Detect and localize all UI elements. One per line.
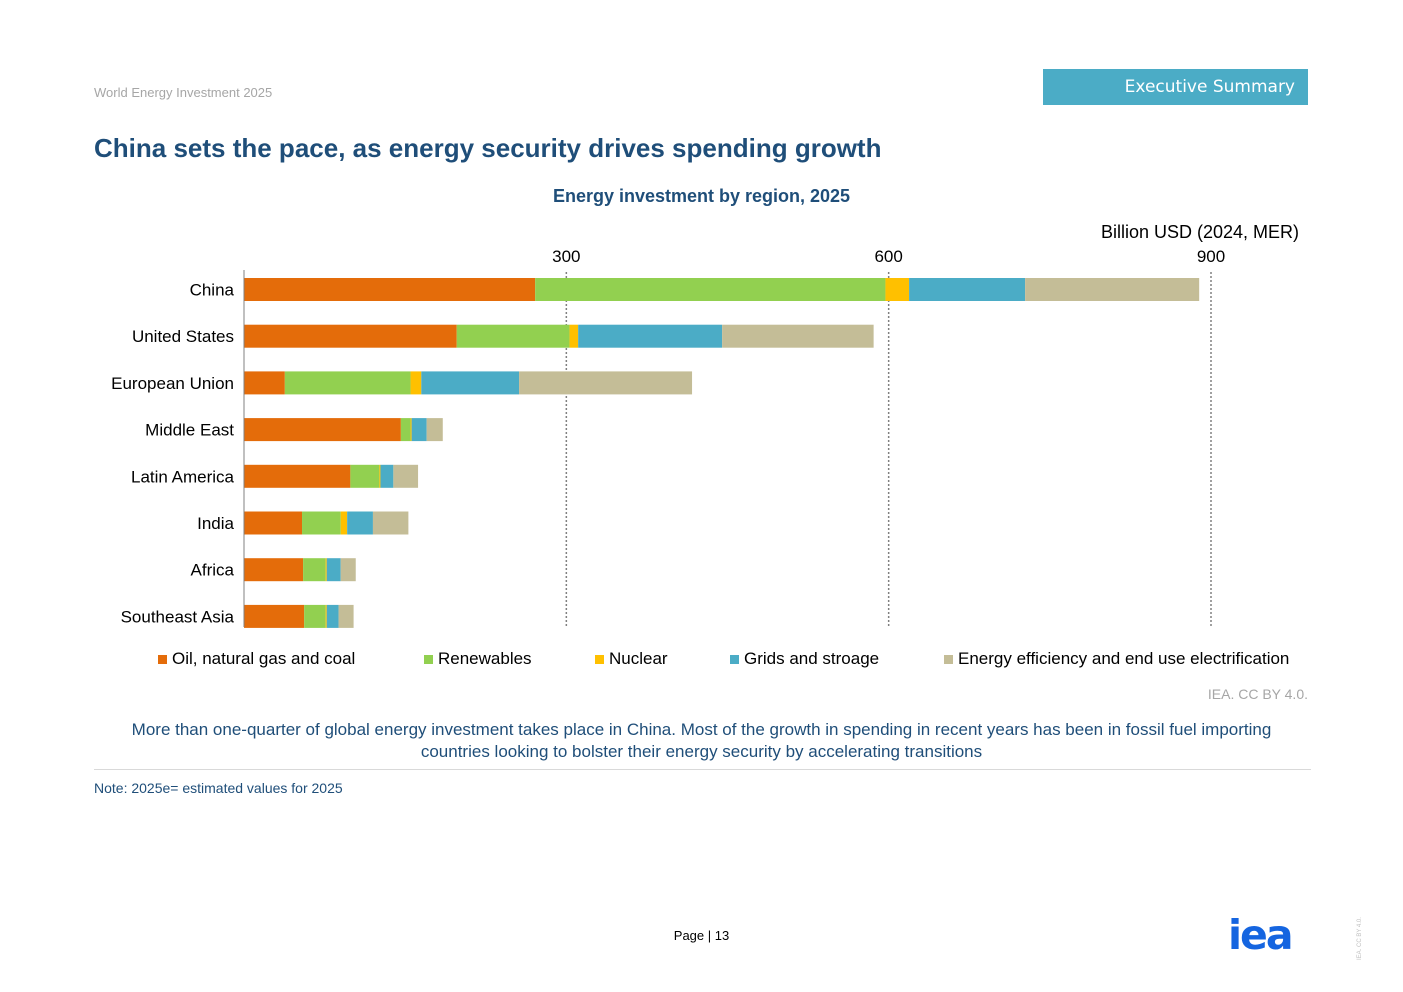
- bar-united-states-energy-efficiency-and-end-use-electrification: [722, 324, 874, 348]
- bar-latin-america-oil-natural-gas-and-coal: [244, 464, 351, 488]
- legend-label: Oil, natural gas and coal: [172, 649, 356, 668]
- bar-southeast-asia-energy-efficiency-and-end-use-electrification: [338, 604, 354, 628]
- bar-africa-energy-efficiency-and-end-use-electrification: [340, 558, 356, 582]
- bar-southeast-asia-renewables: [304, 604, 326, 628]
- bar-china-grids-and-stroage: [909, 278, 1026, 301]
- bar-china-energy-efficiency-and-end-use-electrification: [1025, 278, 1200, 301]
- bar-latin-america-renewables: [350, 464, 380, 488]
- bar-united-states-renewables: [456, 324, 570, 348]
- legend-item-oil-natural-gas-and-coal: Oil, natural gas and coal: [158, 649, 355, 669]
- bar-southeast-asia-grids-and-stroage: [326, 604, 339, 628]
- category-label-middle-east: Middle East: [145, 421, 234, 440]
- bar-africa-grids-and-stroage: [326, 558, 341, 582]
- bar-southeast-asia-oil-natural-gas-and-coal: [244, 604, 305, 628]
- tick-label-600: 600: [874, 247, 902, 266]
- bar-european-union-nuclear: [410, 371, 422, 395]
- bar-china-oil-natural-gas-and-coal: [244, 278, 536, 301]
- legend-label: Energy efficiency and end use electrific…: [958, 649, 1290, 668]
- section-tab[interactable]: Executive Summary: [1043, 69, 1308, 105]
- bar-middle-east-nuclear: [410, 418, 412, 442]
- bar-latin-america-nuclear: [379, 464, 381, 488]
- legend-item-energy-efficiency-and-end-use-electrification: Energy efficiency and end use electrific…: [944, 649, 1289, 669]
- legend-item-nuclear: Nuclear: [595, 649, 668, 669]
- chart-caption: More than one-quarter of global energy i…: [131, 720, 1272, 761]
- bar-united-states-oil-natural-gas-and-coal: [244, 324, 457, 348]
- legend-swatch: [944, 654, 953, 664]
- legend-item-renewables: Renewables: [424, 649, 532, 669]
- bar-africa-nuclear: [325, 558, 327, 582]
- bar-united-states-grids-and-stroage: [578, 324, 723, 348]
- legend: Oil, natural gas and coal Renewables Nucle…: [158, 649, 1308, 669]
- category-label-united-states: United States: [132, 327, 234, 346]
- bar-european-union-grids-and-stroage: [421, 371, 520, 395]
- legend-swatch: [424, 654, 433, 664]
- bar-middle-east-grids-and-stroage: [411, 418, 427, 442]
- tick-label-300: 300: [552, 247, 580, 266]
- legend-swatch: [158, 654, 167, 664]
- legend-item-grids-and-stroage: Grids and stroage: [730, 649, 879, 669]
- bar-middle-east-renewables: [400, 418, 411, 442]
- bar-africa-renewables: [303, 558, 326, 582]
- bar-india-grids-and-stroage: [347, 511, 373, 535]
- bar-latin-america-grids-and-stroage: [380, 464, 394, 488]
- bar-middle-east-oil-natural-gas-and-coal: [244, 418, 401, 442]
- bars: [244, 278, 1200, 628]
- gridlines: [565, 272, 1212, 627]
- bar-middle-east-energy-efficiency-and-end-use-electrification: [426, 418, 443, 442]
- category-label-china: China: [190, 281, 235, 300]
- note: Note: 2025e= estimated values for 2025: [94, 780, 343, 796]
- bar-european-union-energy-efficiency-and-end-use-electrification: [519, 371, 693, 395]
- category-labels: China United States European Union Middle E…: [111, 281, 234, 627]
- category-label-latin-america: Latin America: [131, 467, 235, 486]
- bar-china-nuclear: [885, 278, 910, 301]
- bar-united-states-nuclear: [569, 324, 579, 348]
- tick-labels: 300 600 900: [552, 247, 1225, 266]
- legend-label: Grids and stroage: [744, 649, 880, 668]
- legend-label: Renewables: [438, 649, 532, 668]
- bar-china-renewables: [535, 278, 886, 301]
- bar-india-oil-natural-gas-and-coal: [244, 511, 303, 535]
- bar-india-energy-efficiency-and-end-use-electrification: [372, 511, 409, 535]
- divider: [94, 769, 1311, 770]
- legend-swatch: [730, 654, 739, 664]
- bar-european-union-oil-natural-gas-and-coal: [244, 371, 285, 395]
- bar-european-union-renewables: [284, 371, 411, 395]
- category-label-european-union: European Union: [111, 374, 234, 393]
- bar-africa-oil-natural-gas-and-coal: [244, 558, 304, 582]
- category-label-india: India: [197, 514, 234, 533]
- legend-label: Nuclear: [609, 649, 668, 668]
- page-number: Page | 13: [673, 928, 730, 943]
- page-title: China sets the pace, as energy security …: [94, 133, 882, 163]
- tick-label-900: 900: [1197, 247, 1225, 266]
- chart-title: Energy investment by region, 2025: [552, 186, 851, 206]
- legend-swatch: [595, 654, 604, 664]
- category-label-africa: Africa: [191, 561, 235, 580]
- iea-logo: iea: [1228, 911, 1294, 959]
- source-label: IEA. CC BY 4.0.: [1207, 686, 1308, 702]
- bar-india-nuclear: [340, 511, 348, 535]
- side-license: IEA. CC BY 4.0.: [1357, 917, 1363, 960]
- unit-label: Billion USD (2024, MER): [1100, 222, 1299, 242]
- category-label-southeast-asia: Southeast Asia: [121, 607, 235, 626]
- bar-latin-america-energy-efficiency-and-end-use-electrification: [393, 464, 419, 488]
- bar-india-renewables: [302, 511, 341, 535]
- bar-southeast-asia-nuclear: [325, 604, 327, 628]
- report-title: World Energy Investment 2025: [94, 85, 273, 100]
